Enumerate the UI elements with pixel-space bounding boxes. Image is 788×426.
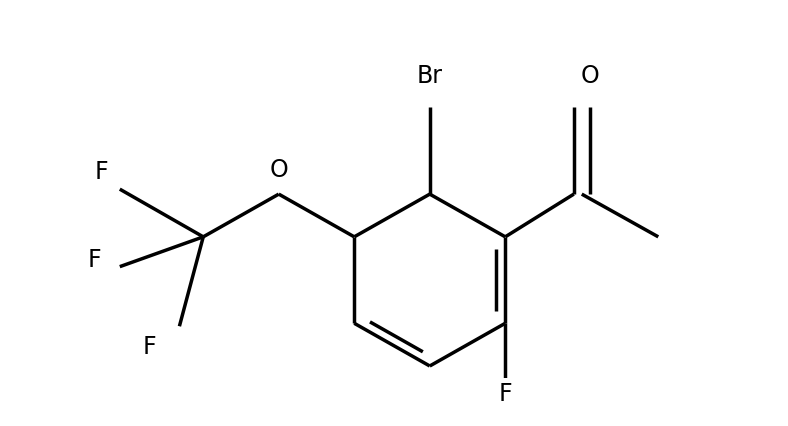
Text: F: F (87, 247, 101, 271)
Text: Br: Br (417, 64, 443, 88)
Text: O: O (269, 158, 288, 182)
Text: F: F (499, 381, 512, 405)
Text: F: F (143, 334, 156, 358)
Text: F: F (95, 160, 109, 184)
Text: O: O (580, 64, 599, 88)
